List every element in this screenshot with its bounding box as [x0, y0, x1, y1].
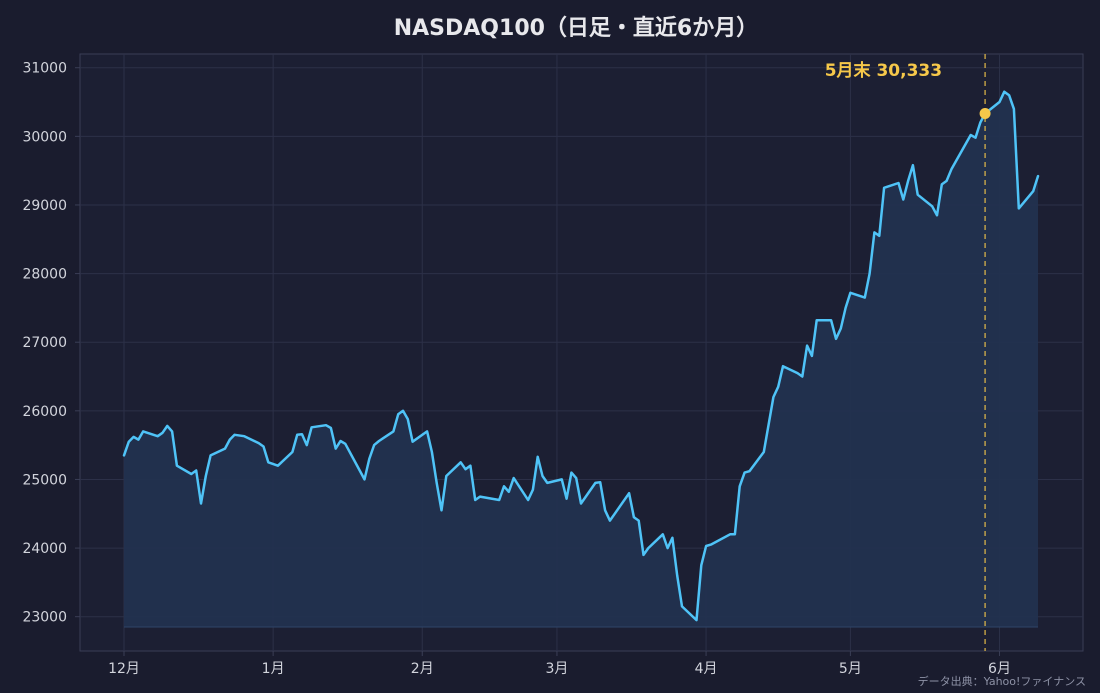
y-tick-label: 26000: [22, 404, 67, 420]
x-tick-label: 4月: [695, 661, 718, 677]
y-tick-label: 27000: [22, 335, 67, 351]
annotation-label: 5月末 30,333: [825, 60, 942, 81]
x-tick-label: 2月: [411, 661, 434, 677]
annotation-layer: 5月末 30,333: [825, 54, 991, 651]
x-tick-label: 12月: [108, 661, 140, 677]
y-tick-label: 23000: [22, 610, 67, 626]
x-tick-label: 6月: [988, 661, 1011, 677]
y-tick-label: 25000: [22, 472, 67, 488]
y-tick-label: 24000: [22, 541, 67, 557]
series-area-fill: [124, 91, 1038, 627]
x-axis-ticks: 12月 1月 2月 3月 4月 5月 6月: [108, 651, 1011, 677]
x-tick-label: 3月: [545, 661, 568, 677]
y-tick-label: 28000: [22, 267, 67, 283]
x-tick-label: 5月: [839, 661, 862, 677]
y-tick-label: 30000: [22, 129, 67, 145]
chart-title: NASDAQ100（日足・直近6か月）: [394, 15, 759, 41]
y-tick-label: 29000: [22, 198, 67, 214]
data-source-note: データ出典：Yahoo!ファイナンス: [918, 674, 1086, 688]
series-layer: [122, 90, 1040, 628]
x-tick-label: 1月: [262, 661, 285, 677]
series-line: [122, 90, 1040, 622]
y-tick-label: 31000: [22, 61, 67, 77]
annotation-point: [979, 107, 991, 119]
y-axis-ticks: 23000 24000 25000 26000 27000 28000 29000 30000…: [22, 61, 80, 626]
